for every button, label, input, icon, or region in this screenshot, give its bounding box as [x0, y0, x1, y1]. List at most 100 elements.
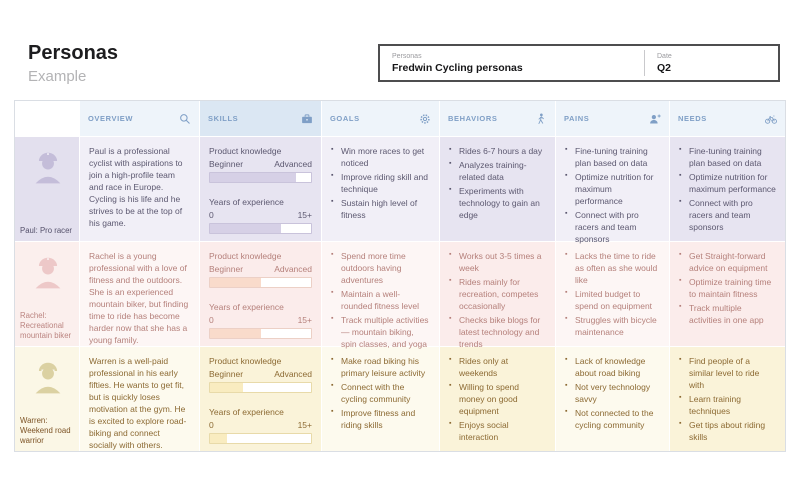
walking-person-icon — [535, 113, 547, 125]
persona-name: Rachel: Recreational mountain biker — [20, 310, 72, 340]
skill-scale-max: 15+ — [297, 210, 312, 221]
skill-years-experience: Years of experience 0 15+ — [209, 301, 312, 340]
needs-cell: Fine-tuning training plan based on data … — [670, 137, 785, 241]
behaviors-cell: Rides 6-7 hours a day Analyzes training-… — [440, 137, 555, 241]
skill-slider-fill — [210, 173, 296, 183]
list-item: Fine-tuning training plan based on data — [679, 145, 776, 169]
list-item: Checks bike blogs for latest technology … — [449, 314, 546, 350]
list-item: Get Straight-forward advice on equipment — [679, 250, 776, 274]
skill-label: Product knowledge — [209, 251, 282, 261]
list-item: Willing to spend money on good equipment — [449, 381, 546, 417]
skill-scale-min: 0 — [209, 315, 214, 326]
gear-icon — [419, 113, 431, 125]
page-title: Personas — [28, 42, 119, 64]
list-item: Not connected to the cycling community — [565, 407, 660, 431]
persona-name: Paul: Pro racer — [20, 225, 73, 235]
skill-scale-min: Beginner — [209, 264, 244, 275]
personas-table: OVERVIEW SKILLS GOALS BEHAVIORS — [14, 100, 786, 452]
list-item: Rides only at weekends — [449, 355, 546, 379]
skill-scale-min: Beginner — [209, 369, 244, 380]
overview-cell: Warren is a well-paid professional in hi… — [80, 347, 199, 451]
skill-scale-max: Advanced — [274, 264, 312, 275]
list-item: Limited budget to spend on equipment — [565, 288, 660, 312]
skill-years-experience: Years of experience 0 15+ — [209, 406, 312, 445]
list-item: Struggles with bicycle maintenance — [565, 314, 660, 338]
skills-cell: Product knowledge Beginner Advanced Year… — [200, 137, 321, 241]
column-header-pains: PAINS — [556, 101, 669, 136]
persona-avatar-icon — [28, 357, 68, 395]
skills-cell: Product knowledge Beginner Advanced Year… — [200, 242, 321, 346]
skill-slider[interactable] — [209, 223, 312, 235]
list-item: Not very technology savvy — [565, 381, 660, 405]
list-item: Track multiple activities — mountain bik… — [331, 314, 430, 350]
info-personas-field: Personas Fredwin Cycling personas — [380, 46, 644, 80]
list-item: Lacks the time to ride as often as she w… — [565, 250, 660, 286]
persona-avatar-cell: Paul: Pro racer — [15, 137, 79, 241]
column-header-skills: SKILLS — [200, 101, 321, 136]
list-item: Track multiple activities in one app — [679, 302, 776, 326]
skill-product-knowledge: Product knowledge Beginner Advanced — [209, 355, 312, 394]
list-item: Connect with the cycling community — [331, 381, 430, 405]
list-item: Analyzes training-related data — [449, 159, 546, 183]
skill-slider[interactable] — [209, 328, 312, 340]
needs-cell: Get Straight-forward advice on equipment… — [670, 242, 785, 346]
pains-cell: Lacks the time to ride as often as she w… — [556, 242, 669, 346]
column-header-goals: GOALS — [322, 101, 439, 136]
column-header-label: GOALS — [330, 114, 360, 123]
column-header-needs: NEEDS — [670, 101, 785, 136]
info-personas-label: Personas — [392, 52, 422, 60]
skill-scale-min: Beginner — [209, 159, 244, 170]
persona-name: Warren: Weekend road warrior — [20, 415, 71, 445]
list-item: Get tips about riding skills — [679, 419, 776, 443]
list-item: Lack of knowledge about road biking — [565, 355, 660, 379]
list-item: Maintain a well-rounded fitness level — [331, 288, 430, 312]
pains-cell: Fine-tuning training plan based on data … — [556, 137, 669, 244]
skill-slider-fill — [210, 383, 244, 393]
info-box-divider — [644, 50, 645, 76]
column-header-behaviors: BEHAVIORS — [440, 101, 555, 136]
behaviors-cell: Rides only at weekends Willing to spend … — [440, 347, 555, 451]
behaviors-cell: Works out 3-5 times a week Rides mainly … — [440, 242, 555, 349]
skill-scale-max: 15+ — [297, 420, 312, 431]
goals-cell: Make road biking his primary leisure act… — [322, 347, 439, 451]
skill-slider[interactable] — [209, 277, 312, 289]
skill-scale-max: 15+ — [297, 315, 312, 326]
list-item: Optimize nutrition for maximum performan… — [565, 171, 660, 207]
skill-product-knowledge: Product knowledge Beginner Advanced — [209, 145, 312, 184]
overview-text: Paul is a professional cyclist with aspi… — [89, 146, 183, 229]
corner-cell — [15, 101, 79, 136]
skill-slider[interactable] — [209, 382, 312, 394]
skill-slider[interactable] — [209, 433, 312, 445]
list-item: Connect with pro racers and team sponsor… — [679, 197, 776, 233]
list-item: Rides 6-7 hours a day — [449, 145, 546, 157]
list-item: Improve riding skill and technique — [331, 171, 430, 195]
user-plus-icon — [649, 113, 661, 125]
skill-label: Years of experience — [209, 302, 284, 313]
goals-cell: Win more races to get noticed Improve ri… — [322, 137, 439, 241]
info-date-field: Date Q2 — [645, 46, 684, 80]
overview-text: Warren is a well-paid professional in hi… — [89, 356, 187, 451]
skill-scale-max: Advanced — [274, 159, 312, 170]
skill-scale-min: 0 — [209, 420, 214, 431]
goals-cell: Spend more time outdoors having adventur… — [322, 242, 439, 349]
list-item: Enjoys social interaction — [449, 419, 546, 443]
skill-slider-fill — [210, 278, 261, 288]
skill-slider[interactable] — [209, 172, 312, 184]
list-item: Works out 3-5 times a week — [449, 250, 546, 274]
column-header-label: NEEDS — [678, 114, 707, 123]
list-item: Win more races to get noticed — [331, 145, 430, 169]
list-item: Optimize nutrition for maximum performan… — [679, 171, 776, 195]
list-item: Optimize training time to maintain fitne… — [679, 276, 776, 300]
bicycle-icon — [765, 113, 777, 125]
list-item: Improve fitness and riding skills — [331, 407, 430, 431]
skill-label: Product knowledge — [209, 356, 282, 366]
column-header-label: BEHAVIORS — [448, 114, 498, 123]
persona-avatar-cell: Warren: Weekend road warrior — [15, 347, 79, 451]
list-item: Sustain high level of fitness — [331, 197, 430, 221]
needs-cell: Find people of a similar level to ride w… — [670, 347, 785, 451]
pains-cell: Lack of knowledge about road biking Not … — [556, 347, 669, 451]
skill-years-experience: Years of experience 0 15+ — [209, 196, 312, 235]
list-item: Experiments with technology to gain an e… — [449, 185, 546, 221]
briefcase-icon — [301, 113, 313, 125]
